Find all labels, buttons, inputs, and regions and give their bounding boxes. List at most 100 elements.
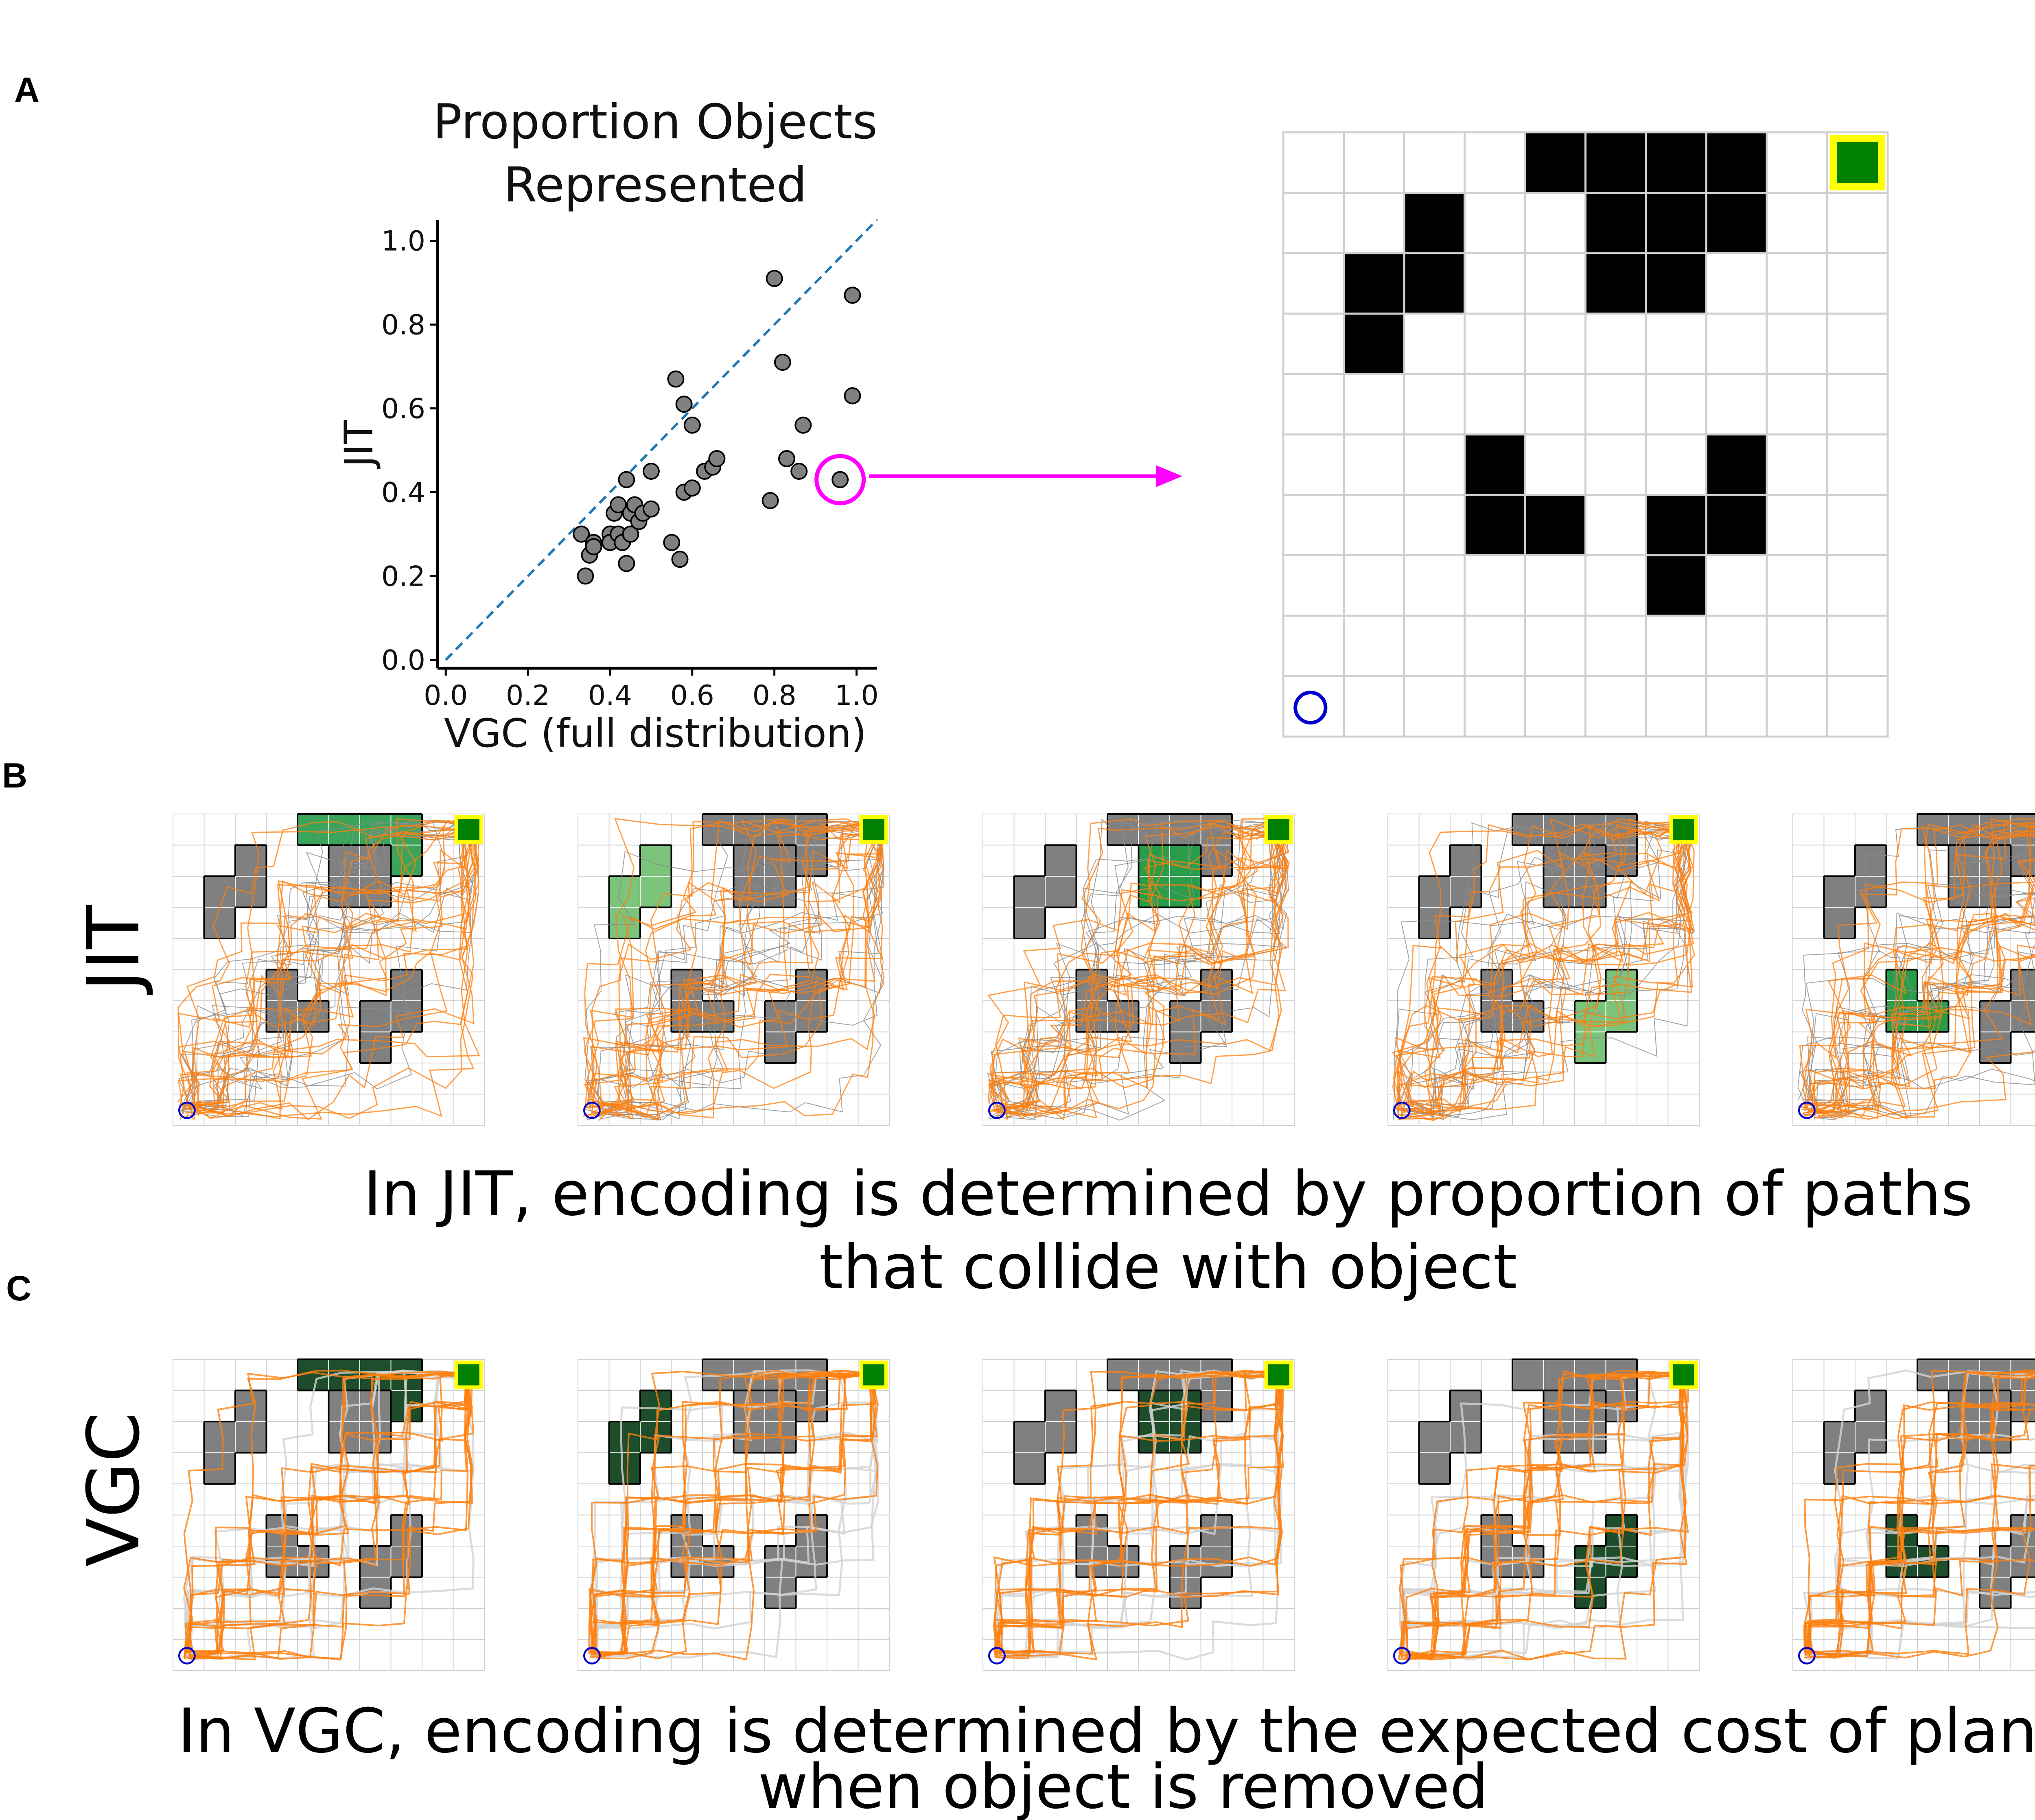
trajectory	[593, 828, 884, 1112]
goal-square	[1264, 815, 1293, 844]
trajectory	[184, 1374, 465, 1659]
data-point	[618, 471, 635, 488]
trajectory	[178, 820, 476, 1114]
panel-label-b: B	[2, 756, 27, 795]
trajectory	[184, 833, 479, 1113]
trajectory	[590, 1375, 879, 1658]
obstacle-cell	[359, 1000, 392, 1032]
trajectory	[995, 1378, 1283, 1658]
obstacle-cell	[1524, 494, 1586, 556]
start-circle	[1798, 1101, 1816, 1119]
trajectory	[1404, 831, 1693, 1118]
chart-points	[573, 270, 866, 585]
x-tick-label: 0.0	[424, 680, 468, 712]
obstacle-cell	[1200, 1000, 1232, 1032]
trajectory	[1406, 836, 1685, 1100]
obstacle-cell	[1605, 814, 1637, 846]
trajectory	[994, 825, 1287, 1115]
jit-maze-4	[1387, 813, 1700, 1126]
trajectory	[991, 840, 1288, 1115]
obstacle-cell	[1705, 131, 1768, 194]
trajectory	[1406, 1374, 1688, 1660]
trajectory	[186, 830, 462, 1116]
highlight-arrow	[869, 465, 1182, 487]
obstacle-cell	[764, 1000, 796, 1032]
trajectory	[1800, 825, 2035, 1119]
trajectory	[1799, 821, 2035, 1103]
obstacle-cell	[1855, 876, 1887, 908]
data-point	[610, 496, 627, 514]
obstacle-cell	[1418, 1452, 1451, 1484]
trajectory	[992, 831, 1290, 1116]
data-point	[642, 500, 660, 518]
trajectory	[584, 834, 883, 1105]
y-tick-label: 0.2	[381, 560, 425, 593]
trajectory	[1811, 1590, 2035, 1661]
trajectory	[598, 827, 883, 1121]
trajectory	[593, 1370, 880, 1658]
data-point	[585, 538, 602, 556]
start-circle	[1393, 1101, 1411, 1119]
trajectory	[190, 1377, 473, 1660]
chart-title-line-2: Represented	[503, 157, 807, 213]
trajectory	[1808, 1527, 2035, 1657]
trajectory	[589, 822, 883, 1118]
trajectory	[595, 1379, 877, 1659]
trajectory	[188, 1375, 473, 1655]
trajectory	[189, 1379, 469, 1654]
trajectory	[1398, 822, 1689, 1120]
obstacle-cell	[1645, 252, 1707, 315]
trajectory	[1803, 826, 2035, 1113]
obstacle-cell	[359, 844, 392, 877]
trajectory	[1407, 818, 1683, 1113]
trajectory	[179, 818, 465, 1113]
jit-maze-2	[578, 813, 890, 1126]
trajectory	[1801, 1041, 2035, 1110]
goal-square	[1669, 1361, 1698, 1389]
obstacle-cell	[204, 876, 236, 908]
obstacle-cell	[1645, 554, 1707, 617]
trajectory	[1392, 823, 1679, 1111]
trajectory	[1811, 951, 2035, 1109]
x-tick-label: 1.0	[834, 680, 878, 712]
trajectories	[1802, 1369, 2035, 1661]
obstacle-cell	[1343, 313, 1405, 375]
trajectory	[186, 826, 473, 1101]
trajectory	[190, 820, 470, 1108]
trajectory	[987, 818, 1270, 1118]
obstacle-cell	[1013, 1421, 1046, 1453]
obstacle-cell	[1045, 1421, 1077, 1453]
obstacle-cell	[1584, 131, 1647, 194]
panel-label-c: C	[6, 1269, 31, 1308]
data-point	[683, 479, 701, 497]
obstacle-cell	[1855, 1421, 1887, 1453]
trajectory	[190, 837, 470, 1120]
obstacle-cell	[1979, 1031, 2011, 1063]
obstacle-cell	[235, 844, 267, 877]
start-circle	[178, 1101, 196, 1119]
obstacle-cell	[1705, 192, 1768, 254]
trajectory	[584, 820, 867, 1109]
trajectory	[591, 1370, 870, 1654]
data-point	[844, 387, 861, 405]
trajectory	[592, 1372, 877, 1656]
y-tick-label: 1.0	[381, 225, 425, 257]
trajectory	[1005, 828, 1280, 1110]
start-circle	[1798, 1647, 1816, 1665]
vgc-caption-line-2: when object is removed	[758, 1752, 1488, 1820]
trajectory	[186, 826, 469, 1113]
obstacle-cell	[1450, 844, 1482, 877]
trajectory	[190, 1374, 471, 1660]
data-point	[683, 416, 701, 434]
start-circle	[178, 1647, 196, 1665]
trajectory	[1798, 832, 2035, 1100]
trajectory	[1817, 955, 2035, 1119]
trajectories	[987, 818, 1290, 1121]
goal-square	[1264, 1361, 1293, 1389]
goal-square	[454, 1361, 483, 1389]
data-point	[794, 416, 812, 434]
data-point	[573, 525, 590, 543]
vgc-row-label: VGC	[72, 1412, 155, 1567]
trajectory	[179, 819, 477, 1120]
trajectory	[584, 837, 882, 1120]
